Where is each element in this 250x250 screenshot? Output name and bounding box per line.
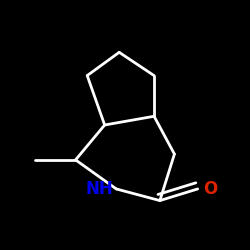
Text: O: O xyxy=(204,180,218,198)
Text: NH: NH xyxy=(86,180,113,198)
